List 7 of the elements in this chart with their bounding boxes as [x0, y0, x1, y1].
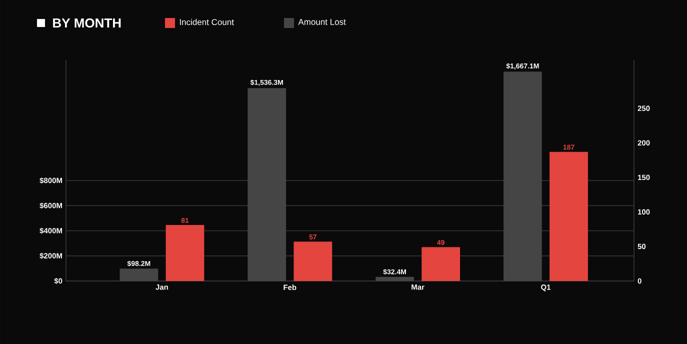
legend-label: Incident Count	[180, 18, 234, 26]
bar	[550, 152, 588, 281]
bar	[166, 225, 204, 281]
legend-label: Amount Lost	[298, 19, 346, 25]
bar	[294, 242, 332, 281]
chart-title: BY MONTH	[53, 18, 121, 28]
bar	[422, 247, 460, 281]
